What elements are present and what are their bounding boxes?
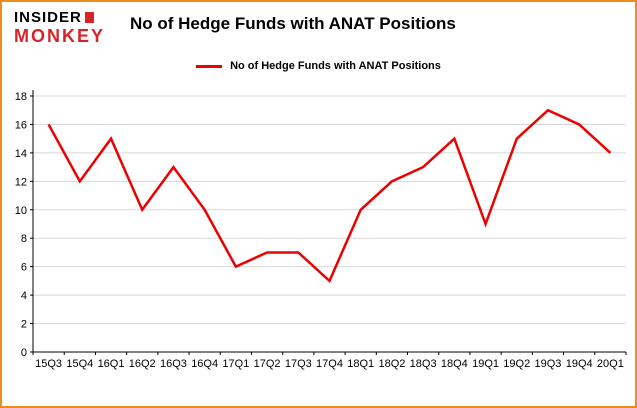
x-tick-label: 17Q3 [285,358,312,370]
x-tick-label: 17Q4 [316,358,343,370]
logo-insider-text: INSIDER [14,9,82,26]
x-tick-label: 16Q3 [160,358,187,370]
legend-line-swatch [196,64,223,68]
x-tick-label: 19Q1 [472,358,499,370]
x-tick-label: 15Q4 [66,358,93,370]
y-tick-label: 16 [15,119,27,131]
logo-monkey-text: MONKEY [14,25,106,46]
logo-red-square-icon [84,12,94,24]
x-tick-label: 19Q4 [566,358,593,370]
chart-legend: No of Hedge Funds with ANAT Positions [2,60,635,72]
x-tick-label: 16Q1 [98,358,125,370]
x-tick-label: 20Q1 [597,358,624,370]
x-tick-label: 19Q3 [535,358,562,370]
y-tick-label: 4 [21,290,27,302]
y-tick-label: 18 [15,91,27,103]
line-chart-svg: 0 2 4 6 8 10 12 14 16 18 15Q3 15Q4 16Q1 16Q2 16Q3 16Q4 1… [15,90,627,370]
x-tick-label: 15Q3 [35,358,62,370]
y-tick-label: 12 [15,176,27,188]
y-tick-label: 0 [21,347,27,359]
y-tick-label: 14 [15,148,27,160]
y-tick-label: 2 [21,319,27,331]
y-tick-label: 8 [21,233,27,245]
x-tick-label: 18Q4 [441,358,468,370]
x-tick-label: 17Q1 [222,358,249,370]
logo-insider-row: INSIDER [14,10,105,26]
x-tick-label: 17Q2 [254,358,281,370]
x-tick-label: 16Q2 [129,358,156,370]
y-tick-label: 6 [21,262,27,274]
x-tick-label: 16Q4 [191,358,218,370]
y-tick-label: 10 [15,205,27,217]
x-tick-label: 18Q1 [347,358,374,370]
legend-label: No of Hedge Funds with ANAT Positions [230,60,441,72]
x-tick-label: 18Q2 [378,358,405,370]
chart-title: No of Hedge Funds with ANAT Positions [130,14,456,33]
x-tick-label: 18Q3 [410,358,437,370]
x-tick-label: 19Q2 [503,358,530,370]
insider-monkey-logo: INSIDER MONKEY [14,10,105,46]
series-line [47,108,612,283]
